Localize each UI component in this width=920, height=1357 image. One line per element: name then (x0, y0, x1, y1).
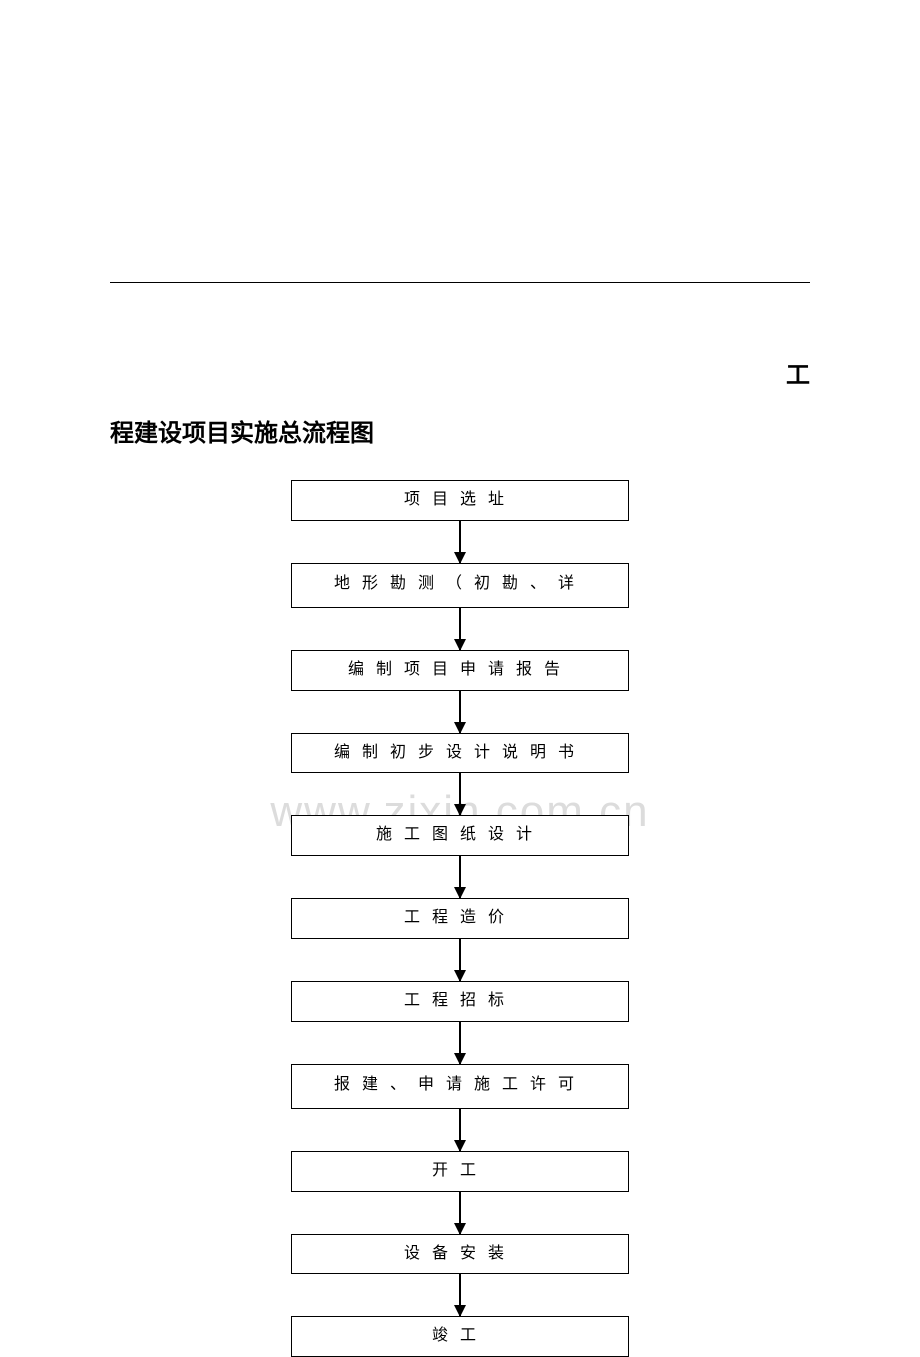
arrow-head-icon (454, 552, 466, 564)
flow-arrow (459, 1192, 461, 1234)
title-part1: 工 (786, 355, 810, 390)
arrow-head-icon (454, 887, 466, 899)
arrow-head-icon (454, 970, 466, 982)
flow-node-1: 项目选址 (291, 480, 629, 521)
flow-node-7: 工程招标 (291, 981, 629, 1022)
arrow-head-icon (454, 1223, 466, 1235)
flow-arrow (459, 521, 461, 563)
flow-node-3: 编制项目申请报告 (291, 650, 629, 691)
flow-node-2: 地形勘测（初勘、详 (291, 563, 629, 608)
flow-arrow (459, 856, 461, 898)
flow-node-8: 报建、申请施工许可 (291, 1064, 629, 1109)
flow-arrow (459, 1109, 461, 1151)
flow-arrow (459, 939, 461, 981)
flow-node-6: 工程造价 (291, 898, 629, 939)
flow-arrow (459, 608, 461, 650)
arrow-head-icon (454, 722, 466, 734)
flow-arrow (459, 1022, 461, 1064)
flow-node-4: 编制初步设计说明书 (291, 733, 629, 774)
flowchart-container: 项目选址 地形勘测（初勘、详 编制项目申请报告 编制初步设计说明书 施工图纸设计… (0, 480, 920, 1357)
flow-node-9: 开工 (291, 1151, 629, 1192)
flow-node-10: 设备安装 (291, 1234, 629, 1275)
flow-node-5: 施工图纸设计 (291, 815, 629, 856)
title-part2: 程建设项目实施总流程图 (110, 413, 374, 448)
flow-node-11: 竣工 (291, 1316, 629, 1357)
arrow-head-icon (454, 1305, 466, 1317)
flow-arrow (459, 1274, 461, 1316)
arrow-head-icon (454, 1140, 466, 1152)
arrow-head-icon (454, 804, 466, 816)
page-top-border (110, 282, 810, 283)
arrow-head-icon (454, 639, 466, 651)
flow-arrow (459, 773, 461, 815)
flow-arrow (459, 691, 461, 733)
arrow-head-icon (454, 1053, 466, 1065)
